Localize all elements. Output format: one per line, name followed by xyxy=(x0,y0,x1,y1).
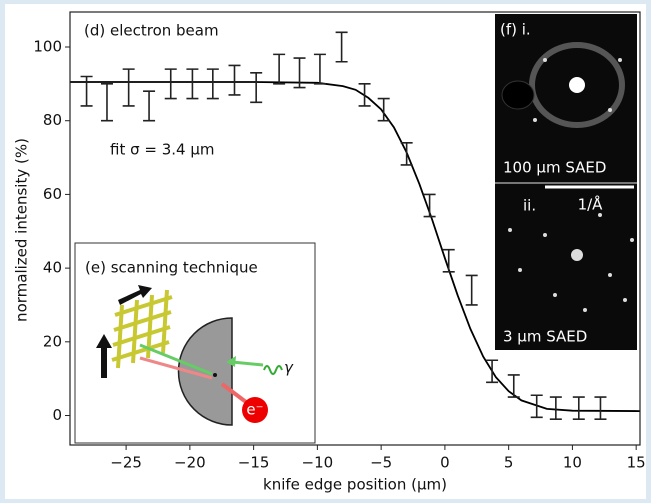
saed-label-i: (f) i. xyxy=(500,21,531,39)
y-tick-label: 40 xyxy=(43,259,62,277)
y-tick-label: 80 xyxy=(43,111,62,129)
gamma-label: γ xyxy=(284,359,294,377)
saed-caption-i: 100 µm SAED xyxy=(503,159,606,177)
figure: normalized intensity (%) knife edge posi… xyxy=(0,0,651,503)
x-tick-label: −5 xyxy=(370,454,392,472)
scanning-inset: (e) scanning technique γ e⁻ xyxy=(75,243,315,443)
x-tick-label: −25 xyxy=(110,454,142,472)
x-axis-label: knife edge position (µm) xyxy=(263,476,447,494)
x-tick-label: −10 xyxy=(302,454,334,472)
x-tick-label: 5 xyxy=(504,454,514,472)
central-spot xyxy=(569,77,585,93)
y-tick-label: 20 xyxy=(43,332,62,350)
x-tick-label: −20 xyxy=(174,454,206,472)
y-tick-label: 100 xyxy=(33,38,62,56)
x-tick-label: 10 xyxy=(563,454,582,472)
saed-inset: (f) i. 100 µm SAED ii. 1/Å 3 µm SAED xyxy=(495,14,637,350)
electron-label: e⁻ xyxy=(246,401,263,419)
x-tick-label: −15 xyxy=(238,454,270,472)
beam-block xyxy=(502,81,534,109)
y-tick-label: 60 xyxy=(43,185,62,203)
fit-annotation: fit σ = 3.4 µm xyxy=(110,141,215,159)
beam-spot xyxy=(213,373,217,377)
scale-label: 1/Å xyxy=(578,195,604,214)
panel-label: (d) electron beam xyxy=(84,22,219,40)
saed-label-ii: ii. xyxy=(523,197,536,215)
inset-title: (e) scanning technique xyxy=(85,259,258,277)
y-tick-label: 0 xyxy=(52,406,62,424)
x-tick-label: 15 xyxy=(627,454,646,472)
saed-caption-ii: 3 µm SAED xyxy=(503,328,587,346)
x-tick-label: 0 xyxy=(440,454,450,472)
y-axis-label: normalized intensity (%) xyxy=(13,138,31,322)
